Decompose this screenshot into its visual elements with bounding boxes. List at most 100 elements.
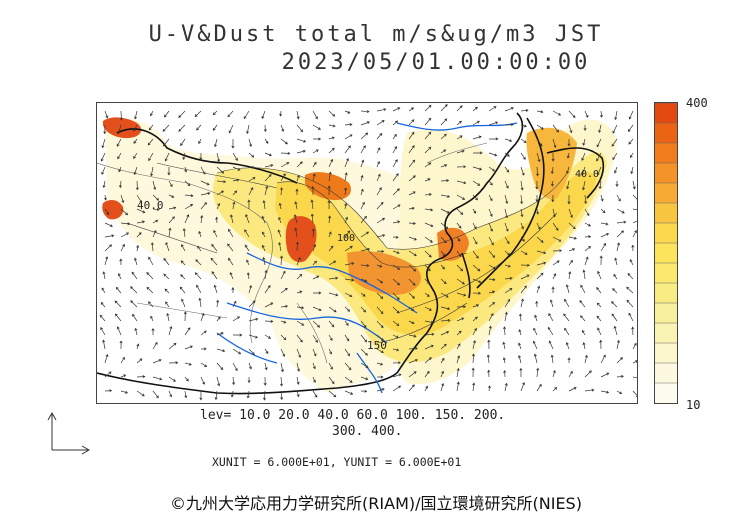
wind-arrow [247,376,251,384]
wind-arrow [533,327,538,336]
wind-arrow [360,320,367,328]
wind-arrow [488,208,493,217]
wind-arrow [312,243,317,252]
wind-arrow [632,360,637,364]
dust-hotspot-core [285,216,317,263]
wind-arrow [584,370,592,378]
wind-arrow [472,304,480,308]
wind-arrow [263,376,267,386]
wind-arrow [520,208,524,218]
wind-arrow [133,257,138,266]
wind-arrow [440,292,449,298]
wind-arrow [233,333,243,337]
wind-arrow [117,273,122,280]
wind-arrow [440,370,445,378]
wind-arrow [278,242,282,252]
wind-arrow [471,367,475,378]
wind-arrow [596,302,602,308]
wind-arrow [248,152,255,158]
wind-arrow [227,243,234,252]
wind-arrow [552,236,562,242]
wind-arrow [264,348,269,354]
wind-arrow [581,180,586,191]
wind-arrow [376,201,384,210]
wind-arrow [472,166,483,171]
wind-arrow [536,367,540,378]
wind-arrow [408,371,417,378]
wind-arrow [614,257,618,266]
wind-arrow [424,278,430,284]
wind-arrow [392,306,400,314]
wind-arrow [488,278,496,282]
wind-arrow [261,244,266,252]
wind-arrow [229,214,234,224]
wind-arrow [487,339,491,350]
wind-arrow [344,134,353,140]
wind-arrow [311,186,315,196]
wind-arrow [344,348,350,357]
wind-arrow [296,390,300,398]
wind-arrow [200,180,210,186]
wind-arrow [360,247,371,252]
wind-arrow [596,286,602,294]
wind-arrow [376,187,382,196]
chart-title: U-V&Dust total m/s&ug/m3 JST [148,22,604,47]
wind-arrow [520,263,530,267]
wind-arrow [232,166,241,171]
wind-arrow [504,208,509,219]
wind-arrow [248,138,253,148]
wind-arrow [360,174,364,182]
wind-arrow [408,236,417,241]
wind-arrow [581,329,586,336]
dust-hotspot-central [347,251,421,295]
colorbar-swatch [655,103,677,124]
wind-arrow [200,191,211,196]
wind-arrow [488,194,493,202]
wind-arrow [600,242,607,252]
wind-arrow [520,138,527,143]
wind-arrow [456,317,465,322]
wind-arrow [563,313,570,322]
wind-arrow [344,123,353,127]
wind-arrow [136,220,146,224]
wind-arrow [280,304,289,308]
wind-arrow [280,162,290,168]
wind-arrow [615,181,619,187]
wind-arrow [456,222,462,229]
wind-arrow [162,138,170,147]
wind-arrow [294,201,298,210]
wind-arrow [312,348,317,357]
wind-arrow [376,320,384,329]
wind-arrow [100,301,106,308]
wind-arrow [472,250,479,259]
wind-arrow [104,353,109,364]
wind-arrow [134,327,138,336]
river-layer [216,122,518,394]
wind-arrow [627,124,634,132]
wind-arrow [184,194,194,198]
wind-arrow [232,376,236,386]
wind-arrow [210,257,218,266]
wind-arrow [502,357,506,364]
colorbar-swatch [655,243,677,264]
wind-arrow [536,250,547,255]
wind-arrow [408,145,415,154]
wind-arrow [264,362,268,371]
wind-arrow [424,208,434,212]
wind-arrow [114,300,122,308]
wind-arrow [568,236,577,240]
wind-arrow [564,298,570,308]
wind-arrow [471,353,476,364]
wind-arrow [552,222,559,231]
wind-arrow [328,306,337,313]
wind-arrow [488,121,499,126]
wind-arrow [182,152,186,160]
wind-arrow [360,215,367,224]
wind-arrow [376,147,381,154]
wind-arrow [152,207,160,212]
wind-arrow [440,194,451,198]
wind-arrow [168,206,177,210]
wind-arrow [456,367,460,378]
wind-arrow [198,230,202,238]
wind-arrow [184,214,190,224]
